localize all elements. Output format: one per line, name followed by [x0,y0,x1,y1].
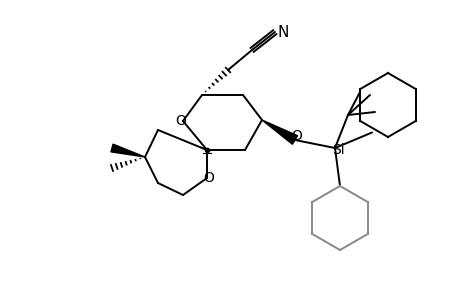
Text: O: O [291,129,302,143]
Text: O: O [175,114,186,128]
Text: Si: Si [331,143,344,157]
Text: O: O [203,171,214,185]
Text: N: N [277,25,288,40]
Polygon shape [262,120,297,144]
Polygon shape [111,144,145,157]
